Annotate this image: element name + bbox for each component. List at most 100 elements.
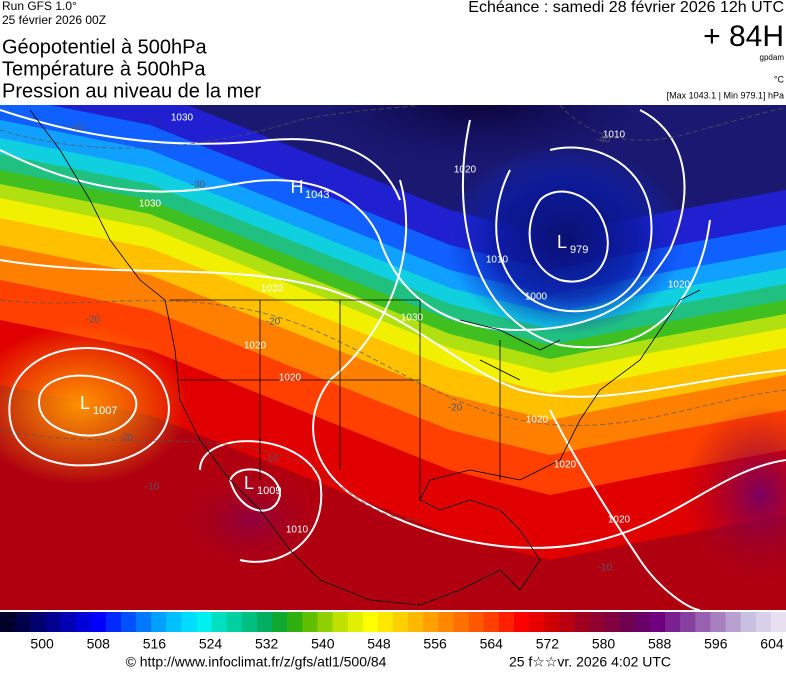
colorbar-swatch bbox=[438, 612, 454, 632]
colorbar-tick-label: 596 bbox=[704, 636, 728, 652]
colorbar-swatch bbox=[649, 612, 666, 632]
isotherm-label: -10 bbox=[145, 482, 160, 493]
colorbar-tick-label: 540 bbox=[311, 636, 335, 652]
pressure-center-value: 1009 bbox=[257, 485, 281, 497]
colorbar-swatch bbox=[317, 612, 334, 632]
colorbar-swatch bbox=[453, 612, 470, 632]
colorbar-swatch bbox=[680, 612, 696, 632]
colorbar-tick-label: 524 bbox=[199, 636, 223, 652]
colorbar-swatch bbox=[181, 612, 197, 632]
title-line: Température à 500hPa bbox=[2, 58, 206, 80]
colorbar-swatch bbox=[377, 612, 394, 632]
colorbar-swatch bbox=[589, 612, 606, 632]
colorbar-swatch bbox=[30, 612, 46, 632]
pressure-center-value: 1043 bbox=[305, 189, 329, 201]
isobar-label: 1020 bbox=[526, 415, 549, 426]
colorbar-tick-label: 588 bbox=[648, 636, 672, 652]
colorbar-swatch bbox=[226, 612, 243, 632]
isobar-label: 1030 bbox=[261, 284, 284, 295]
colorbar-swatch bbox=[559, 612, 575, 632]
isobar-label: 1010 bbox=[486, 255, 509, 266]
colorbar-swatch bbox=[211, 612, 228, 632]
colorbar-swatch bbox=[332, 612, 349, 632]
colorbar-tick-label: 556 bbox=[423, 636, 447, 652]
colorbar-swatch bbox=[574, 612, 590, 632]
colorbar-swatch bbox=[75, 612, 92, 632]
isobar-label: 1020 bbox=[244, 341, 267, 352]
colorbar-tick-label: 564 bbox=[480, 636, 504, 652]
title-line: Pression au niveau de la mer bbox=[2, 80, 261, 102]
colorbar-tick-label: 604 bbox=[760, 636, 784, 652]
colorbar-swatch bbox=[196, 612, 213, 632]
colorbar-swatch bbox=[544, 612, 560, 632]
colorbar-tick-label: 516 bbox=[143, 636, 167, 652]
isobar-label: 1030 bbox=[401, 313, 424, 324]
colorbar-swatch bbox=[347, 612, 364, 632]
pressure-center-letter: L bbox=[244, 473, 254, 493]
isobar-label: 1020 bbox=[454, 165, 477, 176]
colorbar-swatch bbox=[408, 612, 424, 632]
colorbar-swatch bbox=[619, 612, 636, 632]
colorbar-swatch bbox=[393, 612, 409, 632]
pressure-center-letter: L bbox=[557, 232, 567, 252]
isobar-label: 1020 bbox=[608, 515, 631, 526]
colorbar-swatch bbox=[136, 612, 152, 632]
isobar-label: 1030 bbox=[139, 199, 162, 210]
title-line: Géopotentiel à 500hPa bbox=[2, 36, 207, 58]
lead-time: + 84H bbox=[703, 20, 784, 53]
colorbar-swatch bbox=[362, 612, 379, 632]
colorbar-swatch bbox=[770, 612, 786, 632]
colorbar-swatch bbox=[423, 612, 439, 632]
isotherm-label: -20 bbox=[266, 317, 281, 328]
isobar-label: 1000 bbox=[525, 292, 548, 303]
source-url: © http://www.infoclimat.fr/z/gfs/atl1/50… bbox=[126, 654, 387, 670]
colorbar-swatch bbox=[725, 612, 742, 632]
isotherm-label: -10 bbox=[264, 454, 279, 465]
isobars bbox=[0, 109, 786, 610]
colorbar-swatch bbox=[151, 612, 167, 632]
unit-label: gpdam bbox=[760, 53, 785, 62]
colorbar-swatch bbox=[287, 612, 303, 632]
colorbar-swatch bbox=[241, 612, 258, 632]
colorbar-swatch bbox=[60, 612, 77, 632]
isobar-label: 1020 bbox=[554, 460, 577, 471]
colorbar-tick-label: 508 bbox=[87, 636, 111, 652]
colorbar-swatch bbox=[468, 612, 485, 632]
colorbar-tick-label: 532 bbox=[255, 636, 279, 652]
colorbar-swatch bbox=[166, 612, 182, 632]
temperature-band bbox=[0, 385, 786, 610]
isotherm-label: -20 bbox=[86, 315, 101, 326]
colorbar-swatch bbox=[0, 612, 16, 632]
pressure-center-value: 1007 bbox=[93, 405, 117, 417]
colorbar-swatch bbox=[634, 612, 651, 632]
colorbar-swatch bbox=[665, 612, 681, 632]
isotherm-label: -40 bbox=[69, 123, 84, 134]
pressure-center-letter: L bbox=[80, 393, 90, 413]
colorbar-tick-label: 580 bbox=[592, 636, 616, 652]
isobar-label: 1030 bbox=[171, 113, 194, 124]
colorbar-swatch bbox=[695, 612, 711, 632]
colorbar-swatch bbox=[483, 612, 500, 632]
isobar-label: 1020 bbox=[279, 373, 302, 384]
colorbar-swatch bbox=[90, 612, 107, 632]
isotherm-label: -20 bbox=[119, 433, 134, 444]
unit-label: °C bbox=[774, 74, 785, 84]
isotherm-label: -30 bbox=[191, 180, 206, 191]
colorbar-swatch bbox=[740, 612, 757, 632]
colorbar-swatch bbox=[45, 612, 61, 632]
colorbar: 500 508 516 524 532 540 548 556 564 572 580 588 596 6… bbox=[0, 612, 786, 652]
colorbar-tick-label: 548 bbox=[367, 636, 391, 652]
isobar-label: 1010 bbox=[603, 130, 626, 141]
pressure-center-letter: H bbox=[291, 177, 304, 197]
isotherm-label: -40 bbox=[596, 135, 611, 146]
pressure-range: [Max 1043.1 | Min 979.1] hPa bbox=[667, 90, 784, 100]
colorbar-swatch bbox=[498, 612, 515, 632]
colorbar-swatch bbox=[710, 612, 727, 632]
colorbar-swatch bbox=[105, 612, 122, 632]
colorbar-swatch bbox=[272, 612, 288, 632]
isobar-label: 1020 bbox=[668, 280, 691, 291]
generated-time: 25 f☆☆vr. 2026 4:02 UTC bbox=[509, 654, 671, 670]
valid-time: Echéance : samedi 28 février 2026 12h UT… bbox=[468, 0, 784, 16]
